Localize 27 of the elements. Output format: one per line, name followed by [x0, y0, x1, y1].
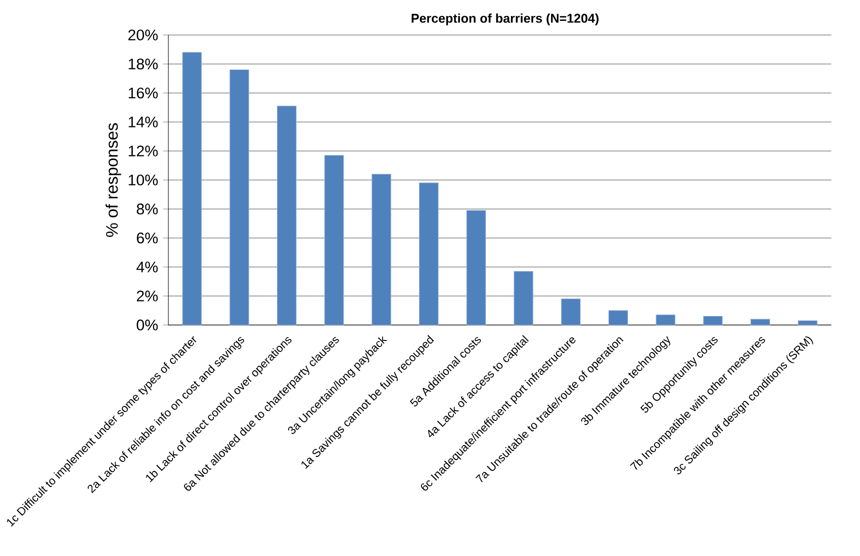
- y-tick-label: 12%: [128, 146, 158, 156]
- y-tick-label: 0%: [136, 320, 158, 330]
- bar: [230, 70, 250, 326]
- y-axis-title: % of responses: [106, 123, 122, 237]
- y-tick-label: 20%: [128, 30, 158, 40]
- y-tick-label: 16%: [128, 88, 158, 98]
- bar: [276, 106, 296, 326]
- y-tick-label: 18%: [128, 58, 158, 70]
- bar: [324, 155, 344, 326]
- chart-title: Perception of barriers (N=1204): [412, 13, 599, 26]
- bar: [656, 314, 676, 326]
- y-tick-label: 10%: [128, 174, 158, 186]
- bar: [608, 310, 628, 326]
- bar: [561, 298, 581, 326]
- y-tick-label: 2%: [136, 290, 158, 302]
- bar: [703, 316, 723, 326]
- bar: [514, 271, 534, 326]
- y-tick-label: 4%: [136, 262, 158, 272]
- bar: [798, 320, 818, 326]
- bar: [419, 182, 439, 326]
- y-tick-label: 8%: [136, 204, 158, 214]
- y-tick-label: 6%: [136, 232, 158, 244]
- bar: [466, 210, 486, 326]
- y-tick-label: 14%: [128, 116, 158, 128]
- bar: [750, 318, 770, 326]
- bar: [182, 52, 202, 326]
- bar: [372, 174, 392, 326]
